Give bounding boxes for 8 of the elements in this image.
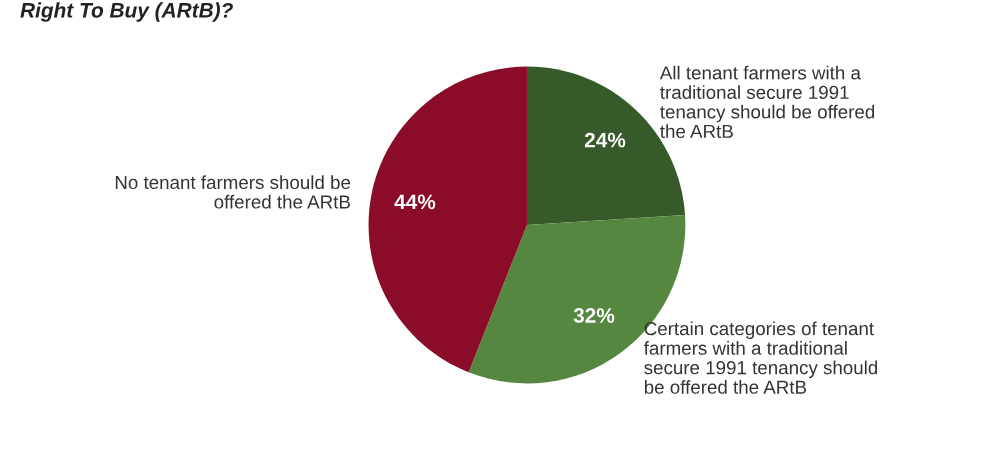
chart-title: Right To Buy (ARtB)? — [20, 2, 233, 22]
slice-label: Certain categories of tenant farmers with a traditional secure 1991 tenancy should be offered the ARtB — [643, 321, 878, 394]
pie-slice — [368, 66, 527, 373]
data-label: 44% — [394, 194, 436, 210]
slice-label: All tenant farmers with a traditional secure 1991 tenancy should be offered the ARtB — [659, 65, 875, 139]
data-label: 32% — [573, 308, 615, 323]
data-label: 24% — [584, 132, 626, 148]
slice-label: No tenant farmers should be offered the ARtB — [115, 175, 351, 209]
